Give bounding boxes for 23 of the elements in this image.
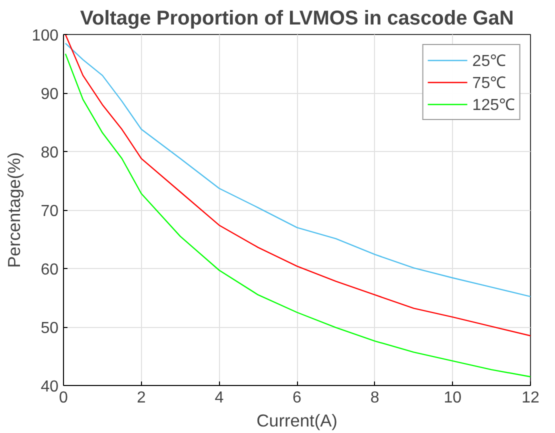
- x-tick-label: 8: [370, 390, 380, 406]
- x-tick-label: 10: [444, 390, 462, 406]
- y-tick-label: 100: [32, 28, 59, 44]
- legend-label: 25℃: [472, 52, 506, 71]
- x-tick-label: 4: [214, 390, 224, 406]
- y-tick-label: 80: [40, 144, 59, 162]
- y-tick-label: 70: [40, 203, 59, 220]
- x-tick-label: 0: [59, 390, 68, 406]
- x-tick-label: 12: [522, 390, 540, 406]
- y-tick-label: 90: [40, 86, 59, 103]
- x-tick-label: 6: [292, 390, 302, 406]
- x-axis-title: Current(A): [256, 410, 338, 430]
- y-axis-title: Percentage(%): [4, 152, 24, 268]
- y-tick-label: 50: [40, 320, 59, 337]
- chart-title: Voltage Proportion of LVMOS in cascode GaN: [80, 8, 514, 30]
- line-series: [64, 53, 530, 378]
- x-tick-label: 2: [136, 390, 146, 406]
- line-series: [64, 42, 530, 298]
- y-tick-label: 60: [40, 262, 59, 278]
- line-series: [64, 34, 530, 336]
- y-tick-label: 40: [40, 378, 59, 396]
- legend-label: 125℃: [472, 96, 515, 115]
- legend-label: 75℃: [472, 74, 506, 93]
